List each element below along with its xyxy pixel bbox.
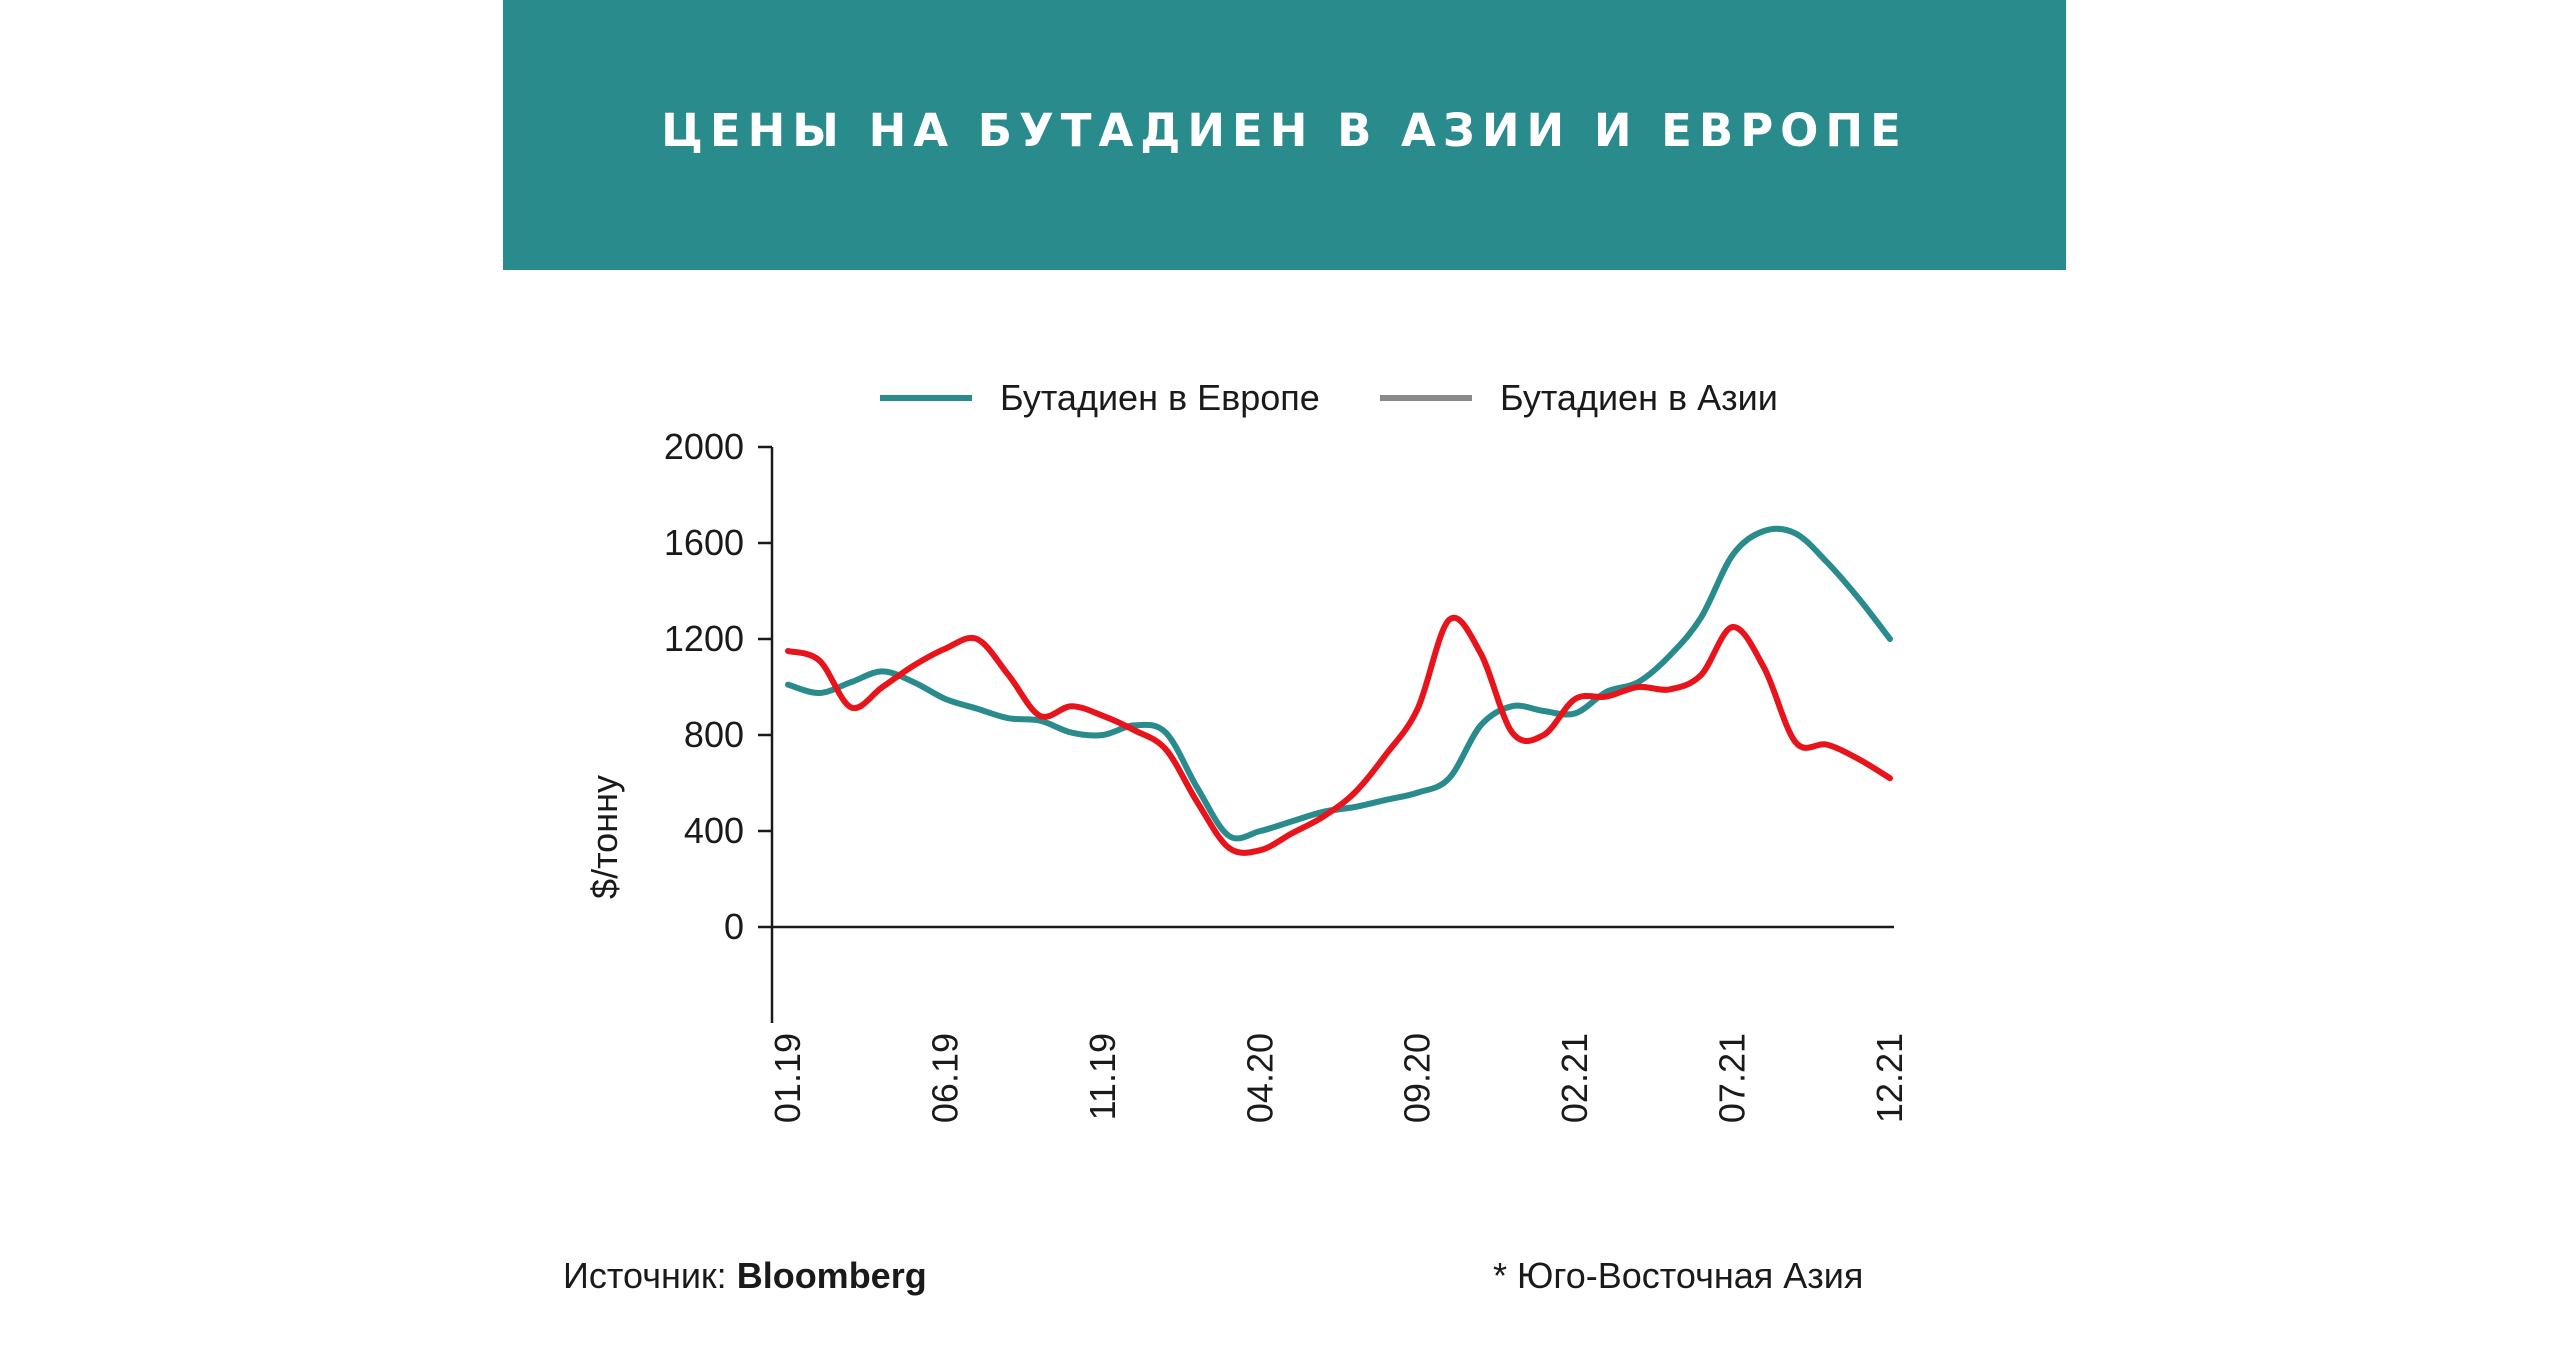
tick-labels: 0 400 800 1200 1600 2000 01.19 06.19 11.19 04.20 0… <box>584 426 1910 1123</box>
source-credit: Источник: Bloomberg <box>563 1255 927 1297</box>
y-tick-label: 800 <box>684 714 744 755</box>
header-banner: ЦЕНЫ НА БУТАДИЕН В АЗИИ И ЕВРОПЕ <box>503 0 2066 270</box>
x-tick-label: 02.21 <box>1554 1033 1595 1123</box>
series-lines <box>785 525 1893 856</box>
y-tick-label: 400 <box>684 810 744 851</box>
y-tick-label: 1600 <box>664 522 744 563</box>
y-tick-label: 2000 <box>664 426 744 467</box>
chart-title: ЦЕНЫ НА БУТАДИЕН В АЗИИ И ЕВРОПЕ <box>661 103 1908 157</box>
y-axis-label: $/тонну <box>584 775 625 899</box>
x-tick-label: 11.19 <box>1082 1033 1123 1120</box>
line-chart: Бутадиен в Европе Бутадиен в Азии 0 400 800… <box>584 377 1910 1123</box>
chart-axes <box>758 445 1894 1023</box>
x-tick-label: 04.20 <box>1239 1033 1280 1123</box>
legend-label-europe: Бутадиен в Европе <box>1000 377 1320 418</box>
source-label: Источник: <box>563 1255 737 1296</box>
x-tick-label: 07.21 <box>1712 1033 1753 1123</box>
y-tick-label: 1200 <box>664 618 744 659</box>
source-name: Bloomberg <box>736 1255 927 1296</box>
x-tick-label: 12.21 <box>1869 1033 1910 1123</box>
footnote: * Юго-Восточная Азия <box>1493 1255 1864 1296</box>
legend: Бутадиен в Европе Бутадиен в Азии <box>880 377 1778 418</box>
x-tick-label: 09.20 <box>1397 1033 1438 1123</box>
x-tick-label: 06.19 <box>924 1033 965 1123</box>
series-line-europe <box>785 525 1893 842</box>
x-tick-label: 01.19 <box>767 1033 808 1123</box>
y-tick-label: 0 <box>724 906 744 947</box>
series-line-asia <box>785 614 1893 856</box>
legend-label-asia: Бутадиен в Азии <box>1500 377 1778 418</box>
